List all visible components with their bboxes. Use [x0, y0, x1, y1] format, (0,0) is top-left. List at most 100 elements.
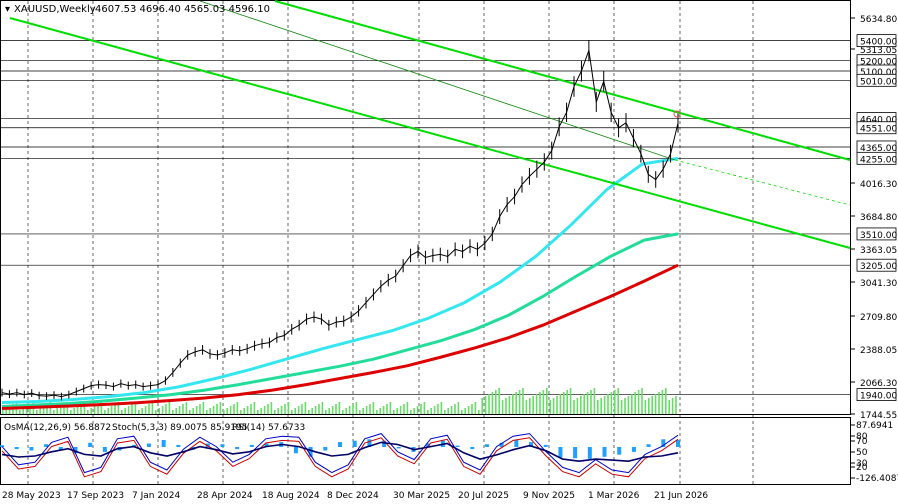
level-label: 5400.00: [860, 38, 897, 48]
volume-bar: [416, 406, 419, 414]
volume-bar: [240, 410, 242, 414]
volume-bar: [393, 410, 395, 414]
volume-bar: [46, 404, 48, 414]
chart-symbol: XAUUSD,Weekly: [14, 4, 96, 15]
ind-tick-label: 50: [856, 448, 868, 458]
volume-bar: [478, 410, 480, 414]
current-price-marker: [673, 110, 681, 118]
x-tick-label: 9 Nov 2025: [523, 491, 575, 501]
level-label: 5200.00: [860, 58, 897, 68]
volume-bar: [474, 402, 477, 414]
volume-bar: [593, 388, 596, 414]
volume-bar: [376, 410, 378, 414]
channel-mid: [199, 0, 676, 161]
x-tick-label: 1 Mar 2026: [588, 491, 640, 501]
x-tick-label: 17 Sep 2023: [67, 491, 124, 501]
y-tick-label: 5634.80: [860, 15, 897, 25]
stoch-signal-line: [1, 437, 679, 478]
volume-bar: [563, 392, 565, 414]
volume-bar: [671, 398, 674, 414]
x-tick-label: 20 Jul 2025: [458, 491, 509, 501]
volume-bar: [495, 390, 497, 414]
osma-bar: [396, 447, 401, 449]
volume-bar: [199, 404, 201, 414]
volume-bar: [165, 404, 167, 414]
osma-label: OsMA(12,26,9) 56.8872: [4, 423, 111, 433]
volume-bar: [301, 404, 303, 414]
y-tick-label: 5313.05: [860, 46, 897, 56]
volume-bar: [512, 394, 514, 414]
volume-bar: [73, 408, 75, 414]
volume-bar: [569, 388, 572, 414]
channel-lower: [9, 17, 851, 249]
volume-bar: [573, 400, 575, 414]
volume-bar: [36, 410, 38, 414]
volume-bar: [195, 406, 198, 414]
volume-bar: [641, 388, 643, 414]
volume-bar: [161, 406, 164, 414]
volume-bar: [229, 406, 232, 414]
volume-bar: [304, 402, 307, 414]
volume-bar: [352, 404, 354, 414]
x-tick-label: 21 Jun 2026: [654, 491, 708, 501]
volume-bar: [172, 410, 174, 414]
volume-bar: [110, 406, 113, 414]
ema-red-line: [1, 263, 679, 410]
osma-bar: [499, 442, 504, 447]
osma-bar: [88, 442, 93, 447]
volume-bar: [423, 402, 426, 414]
volume-bar: [345, 408, 347, 414]
osma-bar: [470, 447, 475, 450]
volume-bar: [518, 390, 521, 414]
osma-bar: [264, 443, 269, 447]
volume-bar: [284, 404, 286, 414]
x-tick-label: 7 Jan 2024: [132, 491, 180, 501]
volume-bar: [539, 392, 541, 414]
osma-bar: [543, 444, 548, 447]
volume-bar: [556, 396, 558, 414]
y-tick-label: 3363.05: [860, 246, 897, 256]
volume-bar: [457, 402, 460, 414]
volume-bar: [175, 408, 177, 414]
y-tick-label: 1744.55: [860, 411, 897, 421]
volume-bar: [525, 400, 528, 414]
volume-bar: [219, 402, 222, 414]
grid: [27, 1, 754, 484]
volume-bar: [342, 410, 344, 414]
volume-bar: [90, 408, 92, 414]
level-label: 4640.00: [860, 116, 897, 126]
price-series: [1, 40, 679, 401]
volume-bar: [25, 406, 28, 414]
volume-bar: [427, 410, 429, 414]
volume-bar: [566, 390, 568, 414]
osma-bar: [661, 439, 666, 447]
volume-bar: [529, 398, 531, 414]
osma-bar: [602, 447, 607, 457]
volume-bar: [274, 410, 276, 414]
volume-bar: [634, 392, 636, 414]
volume-bar: [467, 406, 470, 414]
ind-tick-label: 70: [856, 437, 868, 447]
volume-bar: [42, 406, 45, 414]
level-label: 1940.00: [860, 392, 897, 402]
price-axis: 5634.80 5313.05 4016.30 3684.80 3363.05 3041.…: [850, 15, 897, 421]
volume-bar: [631, 394, 633, 414]
y-tick-label: 4016.30: [860, 180, 897, 190]
volume-bar: [624, 398, 626, 414]
volume-bar: [338, 402, 341, 414]
osma-bar: [14, 447, 19, 450]
volume-bar: [8, 406, 11, 414]
volume-bar: [498, 388, 500, 414]
volume-bar: [386, 404, 388, 414]
volume-bar: [331, 406, 334, 414]
volume-bar: [413, 408, 415, 414]
volume-bar: [522, 388, 524, 414]
volume-bar: [2, 410, 4, 414]
channel-mid-projection: [674, 159, 851, 206]
ind-tick-label: 80: [856, 432, 868, 442]
volume-bar: [127, 406, 130, 414]
osma-bar: [205, 443, 210, 447]
price-line: [1, 50, 679, 398]
volume-bar: [491, 392, 494, 414]
